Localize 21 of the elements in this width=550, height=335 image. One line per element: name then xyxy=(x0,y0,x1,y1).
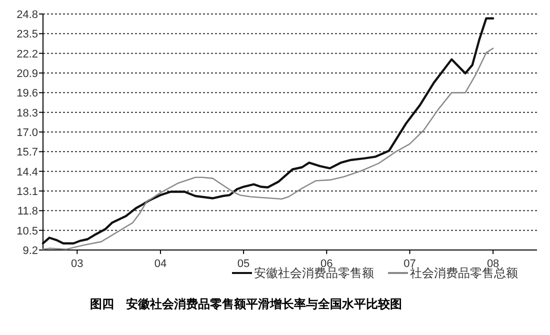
y-tick-label: 9.2 xyxy=(22,245,38,257)
y-tick-label: 20.9 xyxy=(16,68,38,80)
y-tick-label: 15.7 xyxy=(16,146,38,159)
legend-label: 社会消费品零售总额 xyxy=(410,266,518,280)
y-tick-label: 13.1 xyxy=(16,186,38,198)
line-series xyxy=(42,17,494,244)
y-tick-label: 17.0 xyxy=(16,127,38,139)
line-series xyxy=(42,48,494,250)
y-tick-label: 10.5 xyxy=(16,225,38,238)
y-tick-label: 22.2 xyxy=(16,48,38,60)
y-tick-label: 18.3 xyxy=(16,107,38,120)
text: 图四 安徽社会消费品零售额平滑增长率与全国水平比较图 xyxy=(90,297,402,311)
legend-label: 安徽社会消费品零售额 xyxy=(254,266,374,280)
y-tick-label: 24.8 xyxy=(16,9,38,21)
x-tick-label: 03 xyxy=(71,258,84,270)
x-tick-label: 04 xyxy=(154,258,167,270)
y-tick-label: 14.4 xyxy=(16,166,38,178)
y-tick-label: 23.5 xyxy=(16,28,38,41)
x-tick-label: 05 xyxy=(237,258,250,270)
y-tick-label: 19.6 xyxy=(16,88,38,100)
y-tick-label: 11.8 xyxy=(17,206,38,218)
